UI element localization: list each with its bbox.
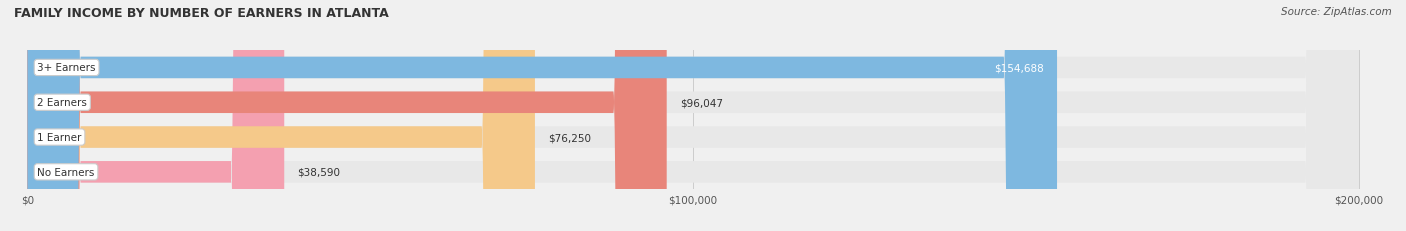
FancyBboxPatch shape [27,0,666,231]
Text: Source: ZipAtlas.com: Source: ZipAtlas.com [1281,7,1392,17]
FancyBboxPatch shape [27,0,534,231]
Text: $154,688: $154,688 [994,63,1043,73]
Text: 2 Earners: 2 Earners [38,98,87,108]
Text: 1 Earner: 1 Earner [38,132,82,143]
FancyBboxPatch shape [27,0,1358,231]
FancyBboxPatch shape [27,0,1358,231]
Text: $38,590: $38,590 [298,167,340,177]
FancyBboxPatch shape [27,0,284,231]
Text: $76,250: $76,250 [548,132,592,143]
Text: FAMILY INCOME BY NUMBER OF EARNERS IN ATLANTA: FAMILY INCOME BY NUMBER OF EARNERS IN AT… [14,7,389,20]
Text: 3+ Earners: 3+ Earners [38,63,96,73]
FancyBboxPatch shape [27,0,1057,231]
FancyBboxPatch shape [27,0,1358,231]
FancyBboxPatch shape [27,0,1358,231]
Text: No Earners: No Earners [38,167,94,177]
Text: $96,047: $96,047 [681,98,723,108]
